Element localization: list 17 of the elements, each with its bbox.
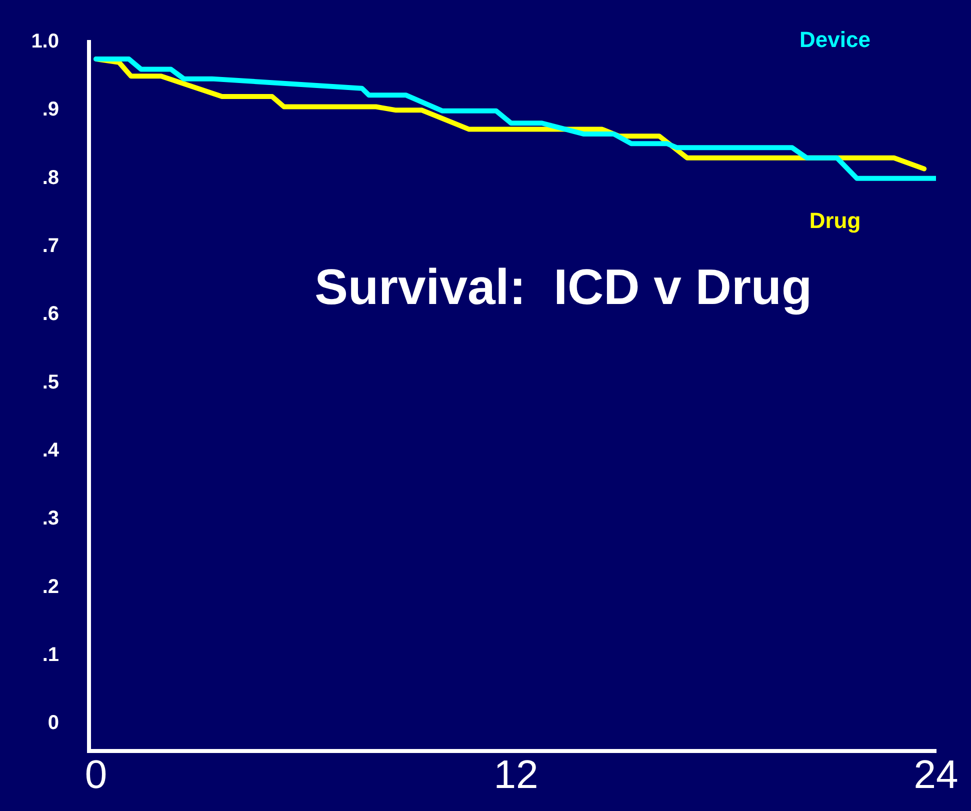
y-tick-label: .6 (42, 303, 59, 326)
y-tick-label: 1.0 (31, 30, 59, 53)
text: Device (800, 27, 870, 52)
y-tick-label: .4 (42, 440, 60, 462)
y-tick-label: .2 (42, 576, 59, 598)
x-tick-label: 0 (84, 753, 108, 798)
text: Survival: ICD v Drug (314, 258, 812, 315)
y-tick-label: .5 (42, 371, 59, 394)
y-tick-label: 0 (48, 712, 59, 734)
y-tick-label: .1 (42, 644, 59, 666)
x-tick-label: 24 (914, 753, 958, 798)
y-tick-label: .7 (42, 235, 59, 258)
x-tick-label: 12 (494, 753, 538, 798)
y-tick-label: .3 (42, 508, 59, 530)
y-tick-label: .8 (42, 166, 59, 189)
y-tick-label: .9 (42, 98, 59, 121)
text: Drug (809, 208, 861, 234)
